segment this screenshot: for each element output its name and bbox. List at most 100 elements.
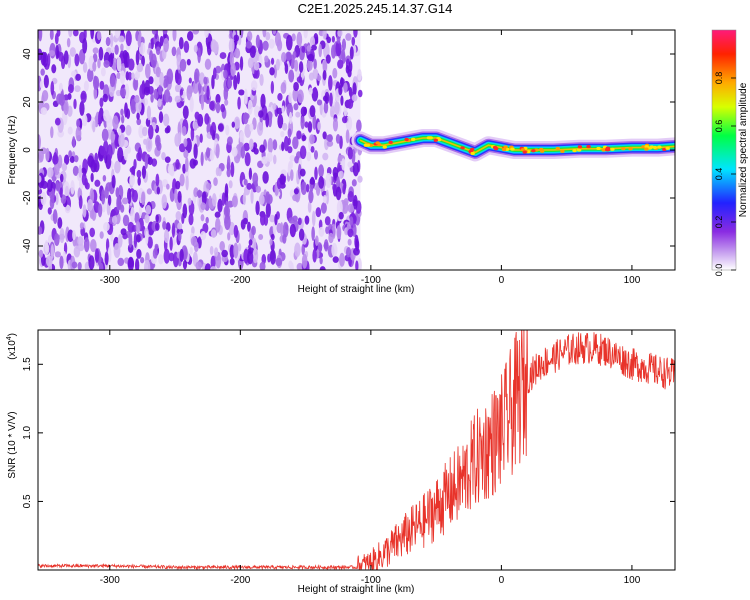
noise-blob [183, 149, 189, 159]
noise-blob [215, 101, 221, 114]
noise-blob [259, 261, 266, 270]
noise-blob [246, 182, 252, 190]
noise-blob [351, 94, 358, 102]
noise-blob [175, 73, 182, 86]
noise-blob [293, 188, 299, 195]
noise-blob [309, 178, 316, 185]
spectrogram-ytick-label: -20 [22, 190, 33, 205]
trace-peak [426, 136, 432, 140]
noise-blob [224, 183, 229, 198]
noise-blob [215, 217, 221, 233]
spectrogram-xtick-label: 0 [499, 275, 505, 286]
noise-blob [334, 100, 340, 115]
noise-blob [233, 74, 238, 90]
noise-blob [325, 226, 330, 234]
noise-blob [322, 195, 327, 204]
noise-blob [64, 204, 71, 214]
noise-blob [87, 155, 94, 168]
noise-blob [272, 30, 277, 35]
noise-blob [204, 58, 212, 70]
noise-blob [179, 248, 184, 262]
noise-blob [192, 30, 200, 35]
noise-blob [227, 232, 231, 241]
noise-blob [285, 34, 293, 51]
trace-peak [382, 145, 387, 149]
noise-blob [192, 159, 198, 166]
noise-blob [307, 201, 312, 213]
noise-blob [106, 144, 113, 161]
noise-blob [200, 151, 204, 167]
noise-blob [295, 111, 301, 118]
noise-blob [45, 255, 53, 267]
noise-blob [123, 148, 128, 161]
noise-blob [155, 66, 161, 78]
trace-peak [662, 147, 667, 152]
trace-peak [652, 145, 658, 150]
noise-blob [329, 92, 333, 107]
noise-blob [79, 101, 85, 116]
noise-blob [115, 187, 120, 198]
noise-blob [40, 68, 45, 76]
noise-blob [320, 202, 327, 214]
noise-blob [80, 90, 87, 103]
noise-blob [50, 126, 54, 139]
noise-blob [162, 113, 170, 127]
noise-blob [262, 40, 269, 51]
noise-blob [213, 177, 218, 186]
noise-blob [46, 167, 54, 178]
noise-blob [40, 191, 47, 206]
noise-blob [203, 76, 208, 85]
noise-blob [137, 33, 142, 48]
noise-blob [189, 247, 193, 255]
noise-blob [52, 154, 59, 165]
noise-blob [171, 46, 177, 57]
noise-blob [200, 214, 205, 222]
noise-blob [192, 81, 199, 94]
noise-blob [163, 78, 168, 89]
noise-blob [303, 30, 308, 39]
noise-blob [326, 140, 334, 147]
noise-blob [332, 256, 339, 263]
noise-blob [340, 76, 344, 89]
noise-blob [188, 77, 192, 84]
noise-blob [200, 94, 205, 111]
noise-blob [281, 141, 285, 152]
noise-blob [167, 163, 175, 176]
noise-blob [313, 150, 319, 160]
noise-blob [94, 152, 99, 164]
noise-blob [186, 31, 194, 42]
noise-blob [347, 147, 353, 160]
noise-blob [200, 231, 207, 241]
noise-blob [211, 74, 215, 90]
noise-blob [111, 215, 118, 224]
noise-blob [147, 236, 153, 249]
spectrogram-ytick-label: 0 [22, 147, 33, 153]
noise-blob [296, 262, 304, 270]
noise-blob [135, 221, 141, 234]
noise-blob [90, 30, 95, 40]
noise-blob [307, 53, 315, 62]
noise-blob [72, 136, 76, 149]
noise-blob [125, 124, 132, 136]
noise-blob [347, 238, 352, 246]
noise-blob [248, 167, 253, 180]
noise-blob [48, 50, 55, 57]
noise-blob [287, 146, 293, 154]
noise-blob [155, 173, 160, 187]
trace-peak [628, 147, 633, 151]
noise-blob [319, 257, 323, 265]
noise-blob [268, 38, 275, 49]
noise-blob [282, 233, 287, 244]
noise-blob [215, 93, 221, 104]
noise-blob [178, 36, 184, 50]
noise-blob [269, 214, 276, 223]
noise-blob [97, 58, 101, 69]
noise-blob [54, 117, 61, 126]
noise-blob [166, 125, 171, 133]
noise-blob [120, 114, 125, 124]
trace-peak [576, 148, 582, 152]
noise-blob [228, 38, 235, 54]
noise-blob [100, 67, 106, 77]
trace-peak [572, 149, 577, 153]
noise-blob [61, 163, 68, 172]
